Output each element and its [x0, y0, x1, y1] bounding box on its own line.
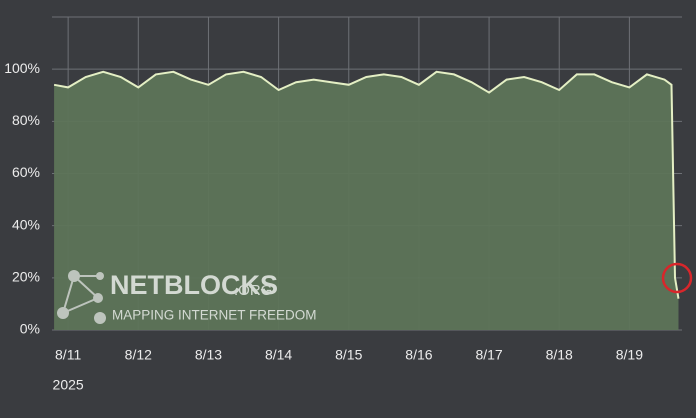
watermark: NETBLOCKS .ORG MAPPING INTERNET FREEDOM	[57, 270, 317, 324]
logo-node	[96, 272, 104, 280]
y-tick-label: 0%	[20, 321, 40, 337]
tagline: MAPPING INTERNET FREEDOM	[112, 308, 317, 323]
x-tick-label: 8/16	[405, 347, 432, 363]
logo-node	[94, 312, 106, 324]
y-tick-label: 60%	[12, 164, 40, 180]
x-tick-label: 8/11	[55, 347, 81, 363]
brand: NETBLOCKS	[110, 270, 278, 300]
x-tick-label: 8/18	[546, 347, 573, 363]
logo-node	[57, 307, 69, 319]
y-tick-label: 80%	[12, 112, 40, 128]
y-tick-label: 100%	[4, 60, 40, 76]
y-tick-label: 20%	[12, 269, 40, 285]
y-tick-label: 40%	[12, 216, 40, 232]
x-tick-label: 8/14	[265, 347, 292, 363]
x-tick-label: 8/12	[125, 347, 152, 363]
brand-suffix: .ORG	[234, 282, 272, 299]
logo-line	[62, 275, 75, 314]
highlight-circle	[661, 262, 693, 294]
plot-area	[52, 16, 682, 331]
x-tick-label: 8/17	[475, 347, 502, 363]
x-tick-label: 8/19	[616, 347, 643, 363]
x-tick-label: 8/15	[335, 347, 362, 363]
logo-node	[93, 293, 103, 303]
line	[53, 70, 680, 299]
year-label: 2025	[53, 377, 84, 393]
area	[54, 71, 679, 331]
logo-line	[62, 297, 99, 314]
x-tick-label: 8/13	[195, 347, 222, 363]
logo-node	[68, 270, 80, 282]
